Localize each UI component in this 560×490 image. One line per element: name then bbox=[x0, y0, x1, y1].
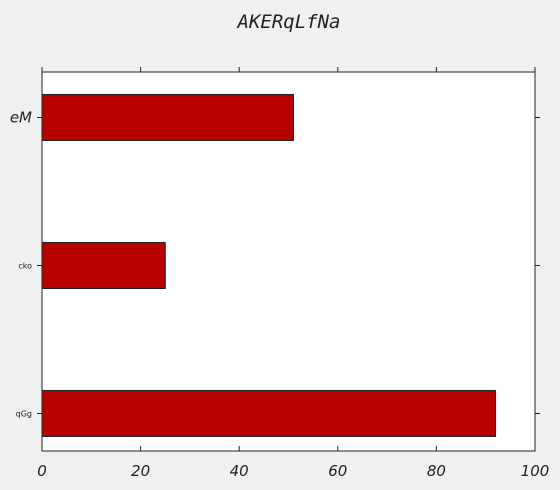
chart-title: AKERqLfNa bbox=[237, 11, 341, 33]
y-tick-label: cko bbox=[18, 262, 32, 271]
x-tick-label: 0 bbox=[37, 462, 47, 480]
bar-cko bbox=[42, 243, 165, 289]
bar-eM bbox=[42, 95, 293, 141]
bar-qGg bbox=[42, 391, 496, 437]
y-tick-label: qGg bbox=[16, 410, 32, 419]
x-tick-label: 100 bbox=[521, 462, 550, 480]
y-tick-label: eM bbox=[10, 109, 32, 127]
x-tick-label: 60 bbox=[328, 462, 347, 480]
x-tick-label: 80 bbox=[427, 462, 446, 480]
x-tick-label: 20 bbox=[131, 462, 150, 480]
x-tick-label: 40 bbox=[230, 462, 249, 480]
